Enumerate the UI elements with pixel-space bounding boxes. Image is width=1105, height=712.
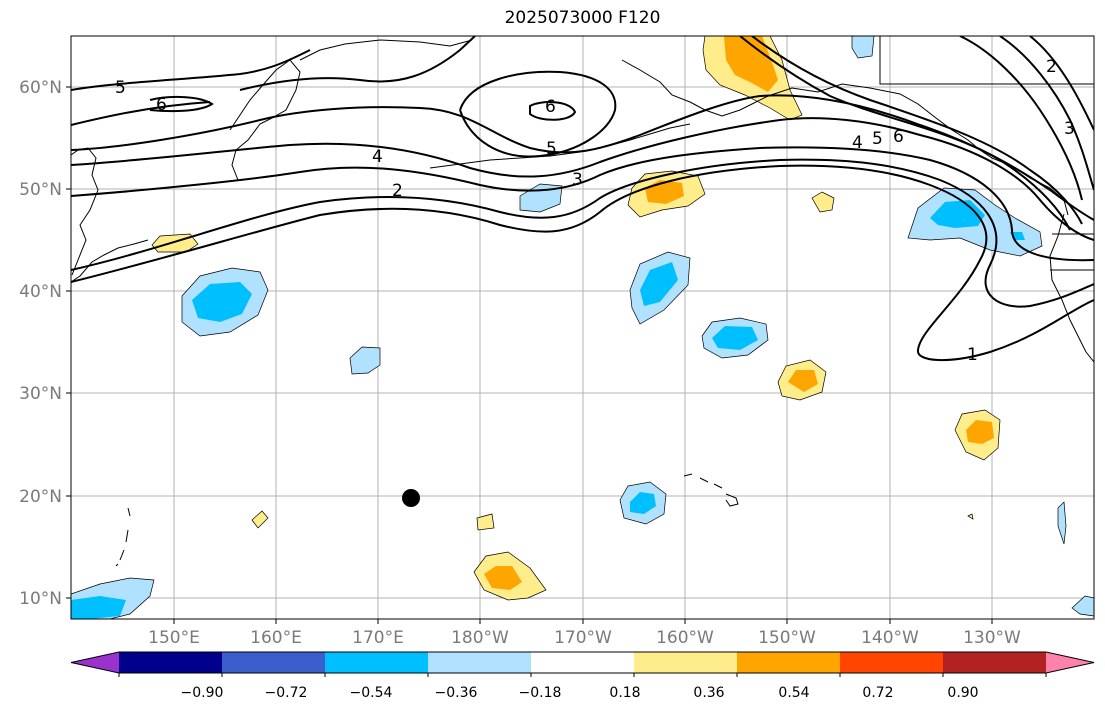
- anomaly-positive-core: [724, 36, 778, 92]
- canada-border: [879, 36, 1094, 271]
- coastline-kamchatka: [229, 59, 301, 181]
- contour-4: [71, 117, 1094, 241]
- lat-label: 50°N: [19, 180, 62, 200]
- colorbar-label: 0.36: [693, 685, 724, 701]
- contour-label: 1: [967, 345, 978, 365]
- lon-label: 170°E: [352, 628, 404, 648]
- lon-label: 180°W: [451, 628, 509, 648]
- colorbar: [70, 651, 1095, 677]
- contour-ne-2: [751, 36, 1083, 225]
- contour-ne-1: [739, 36, 1071, 231]
- anomaly-positive-core: [966, 420, 994, 444]
- contour-label: 6: [893, 127, 904, 147]
- colorbar-label: −0.72: [265, 685, 308, 701]
- colorbar-segment: [428, 652, 532, 673]
- lat-label: 20°N: [19, 487, 62, 507]
- colorbar-label: −0.18: [519, 685, 562, 701]
- anomaly-negative-core: [192, 282, 252, 322]
- colorbar-label: −0.54: [350, 685, 393, 701]
- contour-ne-4: [999, 36, 1094, 191]
- contour-label: 5: [115, 78, 126, 98]
- anomaly-negative-core: [712, 326, 758, 350]
- contour-1: [71, 164, 1094, 361]
- contour-3: [71, 146, 1094, 262]
- colorbar-segment: [634, 652, 738, 673]
- contour-2: [71, 158, 1094, 308]
- contour-label: 5: [872, 129, 883, 149]
- longitude-labels: 150°E 160°E 170°E 180°W 170°W 160°W 150°…: [148, 628, 1021, 648]
- anomaly-negative: [1071, 595, 1094, 617]
- colorbar-label: −0.36: [435, 685, 478, 701]
- anomaly-positive: [251, 510, 269, 529]
- anomaly-negative-core: [630, 492, 656, 514]
- contour-nw-loop: [71, 49, 311, 113]
- contour-label: 3: [1064, 119, 1075, 139]
- lon-label: 160°E: [250, 628, 302, 648]
- contour-label: 5: [546, 139, 557, 159]
- colorbar-extend-low: [71, 652, 119, 673]
- map-title: 2025073000 F120: [504, 8, 661, 28]
- anomaly-positive: [967, 513, 974, 520]
- lon-label: 140°W: [861, 628, 919, 648]
- colorbar-segment: [737, 652, 841, 673]
- contour-label: 6: [156, 95, 167, 115]
- colorbar-label: 0.72: [862, 685, 893, 701]
- colorbar-label: −0.90: [181, 685, 224, 701]
- anomaly-negative: [1057, 501, 1067, 545]
- anomaly-negative: [349, 346, 381, 375]
- contour-6: [71, 36, 617, 158]
- colorbar-label: 0.18: [609, 685, 640, 701]
- latitude-labels: 60°N 50°N 40°N 30°N 20°N 10°N: [19, 78, 62, 609]
- coastline-japan: [71, 239, 149, 283]
- filled-anomalies: [71, 36, 1094, 619]
- colorbar-segment: [943, 652, 1047, 673]
- hawaii-islands: [683, 473, 739, 507]
- lon-label: 170°W: [554, 628, 612, 648]
- colorbar-extend-high: [1046, 652, 1094, 673]
- contour-label: 4: [372, 147, 383, 167]
- contours: [71, 36, 1094, 361]
- contour-label: 2: [392, 181, 403, 201]
- colorbar-segment: [325, 652, 429, 673]
- colorbar-label: 0.54: [778, 685, 809, 701]
- colorbar-segment: [531, 652, 635, 673]
- lat-label: 10°N: [19, 589, 62, 609]
- black-dot-marker: [402, 489, 420, 507]
- anomaly-positive-core: [788, 370, 818, 392]
- anomaly-negative-core: [71, 596, 126, 619]
- lon-label: 150°W: [758, 628, 816, 648]
- lon-label: 160°W: [656, 628, 714, 648]
- contour-label: 6: [545, 97, 556, 117]
- contour-label: 3: [572, 170, 583, 190]
- axis-ticks: [66, 86, 993, 624]
- lat-label: 30°N: [19, 384, 62, 404]
- lat-label: 40°N: [19, 282, 62, 302]
- contour-label-group: 1 2 3 4 5 6 4 5 6 2 3 5 6: [115, 57, 1075, 365]
- coastline-northamerica: [1049, 213, 1094, 363]
- colorbar-segment: [222, 652, 326, 673]
- anomaly-negative-core: [640, 262, 678, 306]
- anomaly-positive: [811, 191, 835, 213]
- gridlines: [71, 36, 1094, 619]
- anomaly-negative: [851, 36, 875, 59]
- marianas-islands: [115, 507, 131, 567]
- colorbar-segment: [119, 652, 223, 673]
- coastline-siberia: [299, 39, 473, 61]
- anomaly-positive: [476, 513, 495, 531]
- contour-ne-3: [959, 36, 1083, 201]
- colorbar-labels: −0.90 −0.72 −0.54 −0.36 −0.18 0.18 0.36 …: [181, 685, 979, 701]
- lon-label: 130°W: [963, 628, 1021, 648]
- contour-label: 4: [852, 133, 863, 153]
- contour-label: 2: [1046, 57, 1057, 77]
- colorbar-label: 0.90: [947, 685, 978, 701]
- anomaly-positive-core: [484, 566, 522, 590]
- map-panel: 1 2 3 4 5 6 4 5 6 2 3 5 6: [70, 35, 1095, 620]
- lon-label: 150°E: [148, 628, 200, 648]
- colorbar-segment: [840, 652, 944, 673]
- lat-label: 60°N: [19, 78, 62, 98]
- contour-ne-5: [1029, 36, 1094, 131]
